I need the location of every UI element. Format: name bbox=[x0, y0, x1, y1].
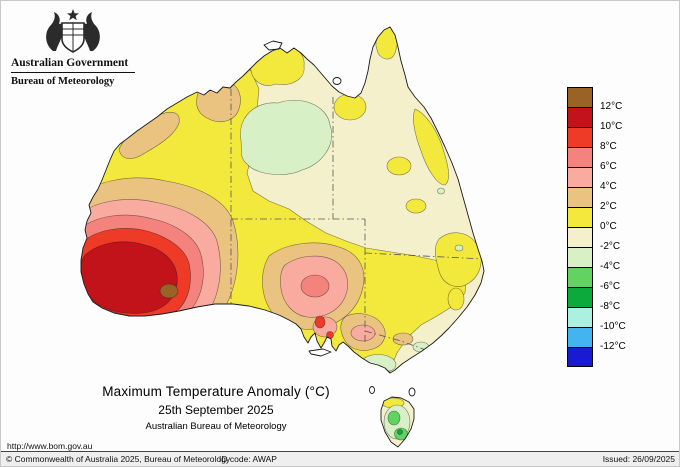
tasmania-coastline bbox=[380, 396, 415, 448]
legend-label: -10°C bbox=[600, 321, 626, 332]
gov-title: Australian Government bbox=[11, 57, 129, 69]
legend-swatch bbox=[567, 107, 593, 127]
map-date: 25th September 2025 bbox=[158, 403, 274, 417]
groote-eylandt bbox=[332, 77, 342, 85]
legend-label: -8°C bbox=[600, 301, 621, 312]
legend-label: -4°C bbox=[600, 261, 621, 272]
legend-swatch bbox=[567, 87, 593, 107]
logo-divider bbox=[11, 72, 135, 73]
region-palegreen-nt bbox=[240, 99, 332, 175]
map-attribution: Australian Bureau of Meteorology bbox=[145, 421, 287, 432]
legend-label: -12°C bbox=[600, 341, 626, 352]
region-yellow-seqld bbox=[434, 232, 482, 287]
region-red-gulf-spot1 bbox=[314, 315, 326, 329]
region-tan-cvic bbox=[392, 332, 414, 346]
map-title: Maximum Temperature Anomaly (°C) bbox=[102, 384, 330, 399]
footer-bar: © Commonwealth of Australia 2025, Bureau… bbox=[1, 451, 679, 466]
legend-swatch bbox=[567, 307, 593, 327]
mainland-coastline bbox=[80, 26, 485, 374]
legend-swatch bbox=[567, 187, 593, 207]
region-yellow-cqld-1 bbox=[386, 156, 412, 176]
coat-of-arms-icon bbox=[46, 9, 100, 53]
legend-color-bar bbox=[567, 87, 593, 367]
legend-label: 10°C bbox=[600, 121, 623, 132]
legend-label: -6°C bbox=[600, 281, 621, 292]
region-salmon-vic bbox=[350, 324, 376, 342]
legend-swatch bbox=[567, 347, 593, 367]
map-title-block: Maximum Temperature Anomaly (°C) 25th Se… bbox=[21, 384, 411, 432]
legend-label: 12°C bbox=[600, 101, 623, 112]
region-pinkred-sa bbox=[300, 274, 330, 298]
region-palegreen-alpine bbox=[412, 341, 430, 353]
region-palegreen-qld-dot bbox=[437, 187, 445, 195]
legend-swatch bbox=[567, 207, 593, 227]
legend-label: 0°C bbox=[600, 221, 617, 232]
region-yellow-topend bbox=[250, 46, 305, 86]
region-yellow-cqld-2 bbox=[405, 198, 427, 214]
flinders-island bbox=[408, 387, 416, 397]
melville-island bbox=[263, 40, 283, 51]
legend-swatch bbox=[567, 287, 593, 307]
bom-logo-block: Australian Government Bureau of Meteorol… bbox=[11, 7, 143, 87]
region-brown-spot bbox=[159, 283, 179, 299]
legend-swatch bbox=[567, 147, 593, 167]
tas-green-1 bbox=[387, 410, 401, 426]
legend-label: -2°C bbox=[600, 241, 621, 252]
legend-swatch bbox=[567, 127, 593, 147]
legend-label: 6°C bbox=[600, 161, 617, 172]
region-yellow-capeyork bbox=[375, 27, 398, 60]
legend-swatch bbox=[567, 247, 593, 267]
footer-id-code: ID code: AWAP bbox=[219, 454, 277, 464]
region-palegreen-seqld-dot bbox=[454, 244, 464, 252]
region-darkred-sw bbox=[81, 241, 178, 314]
border-qld-nsw bbox=[364, 252, 484, 260]
legend-swatch bbox=[567, 267, 593, 287]
legend-label: 4°C bbox=[600, 181, 617, 192]
legend-swatch bbox=[567, 227, 593, 247]
footer-copyright: © Commonwealth of Australia 2025, Bureau… bbox=[6, 454, 231, 464]
legend-label: 2°C bbox=[600, 201, 617, 212]
region-yellow-gulf bbox=[333, 93, 367, 121]
region-yellow-nsw-coast bbox=[447, 287, 465, 311]
kangaroo-island bbox=[308, 348, 332, 357]
footer-issued-date: Issued: 26/09/2025 bbox=[602, 454, 675, 464]
region-yellow-neqld-coast bbox=[413, 108, 449, 186]
tas-darkgreen-dot bbox=[397, 429, 403, 435]
dept-title: Bureau of Meteorology bbox=[11, 76, 115, 87]
region-tan-kimberley bbox=[196, 79, 241, 122]
legend-label: 8°C bbox=[600, 141, 617, 152]
legend-swatch bbox=[567, 167, 593, 187]
bom-url-link[interactable]: http://www.bom.gov.au bbox=[7, 441, 93, 451]
king-island bbox=[369, 386, 375, 394]
border-nsw-vic bbox=[364, 330, 435, 354]
legend-swatch bbox=[567, 327, 593, 347]
